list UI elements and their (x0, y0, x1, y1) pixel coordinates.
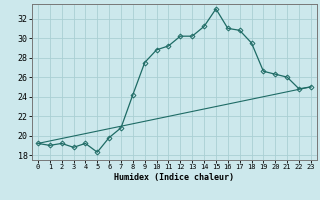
X-axis label: Humidex (Indice chaleur): Humidex (Indice chaleur) (115, 173, 234, 182)
